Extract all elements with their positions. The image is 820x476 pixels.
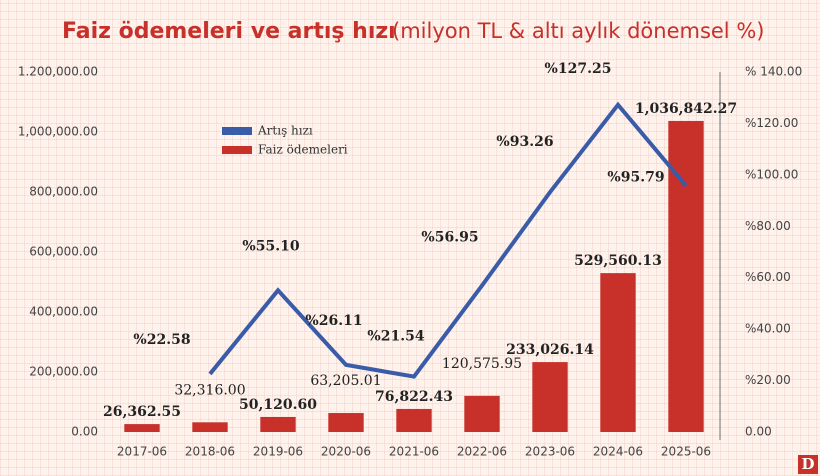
legend-swatch <box>222 127 252 135</box>
bar <box>328 413 364 432</box>
legend-swatch <box>222 146 252 154</box>
bar-value-label: 26,362.55 <box>103 404 181 420</box>
y2-tick-label: %60.00 <box>745 270 791 284</box>
y-tick-label: 800,000.00 <box>29 185 98 199</box>
bar <box>532 362 568 432</box>
x-tick-label: 2025-06 <box>661 445 711 459</box>
x-tick-label: 2020-06 <box>321 445 371 459</box>
bar-value-label: 32,316.00 <box>174 382 245 398</box>
bar-value-label: 1,036,842.27 <box>635 101 737 117</box>
bar <box>668 120 704 432</box>
y-tick-label: 0.00 <box>71 425 98 439</box>
bar-value-label: 529,560.13 <box>574 253 662 269</box>
x-tick-label: 2024-06 <box>593 445 643 459</box>
bar-value-label: 120,575.95 <box>442 356 522 372</box>
line <box>208 101 688 379</box>
x-tick-label: 2023-06 <box>525 445 575 459</box>
logo-box <box>798 455 818 474</box>
legend-label: Faiz ödemeleri <box>258 143 348 157</box>
line-value-label: %95.79 <box>607 170 664 186</box>
line-value-label: %56.95 <box>421 230 478 246</box>
y2-tick-label: %120.00 <box>745 116 798 130</box>
line-value-label: %93.26 <box>496 134 553 150</box>
bar <box>192 422 228 432</box>
line-value-label: %55.10 <box>242 238 299 254</box>
y-tick-label: 1.200,000.00 <box>18 65 98 79</box>
bar <box>464 395 500 432</box>
line-value-label: %22.58 <box>133 332 190 348</box>
x-tick-label: 2018-06 <box>185 445 235 459</box>
y2-tick-label: %20.00 <box>745 373 791 387</box>
bar-value-label: 50,120.60 <box>239 397 317 413</box>
y2-tick-label: %100.00 <box>745 167 798 181</box>
line-value-label: %26.11 <box>305 313 362 329</box>
bar <box>260 416 296 432</box>
y-tick-label: 200,000.00 <box>29 365 98 379</box>
y2-tick-label: %80.00 <box>745 219 791 233</box>
chart-title: Faiz ödemeleri ve artış hızı <box>62 19 396 44</box>
x-tick-label: 2017-06 <box>117 445 167 459</box>
y2-tick-label: % 140.00 <box>745 65 802 79</box>
logo: D <box>801 455 814 473</box>
bar <box>124 424 160 432</box>
bar <box>600 273 636 432</box>
x-tick-label: 2019-06 <box>253 445 303 459</box>
y-tick-label: 600,000.00 <box>29 245 98 259</box>
line-value-label: %127.25 <box>545 61 612 77</box>
line-value-label: %21.54 <box>367 329 424 345</box>
chart-subtitle: (milyon TL & altı aylık dönemsel %) <box>392 19 764 43</box>
bar-value-label: 76,822.43 <box>375 389 453 405</box>
y2-tick-label: 0.00 <box>745 425 772 439</box>
bar-value-label: 63,205.01 <box>310 373 381 389</box>
bar-value-label: 233,026.14 <box>506 342 594 358</box>
legend-label: Artış hızı <box>257 124 313 138</box>
y-tick-label: 400,000.00 <box>29 305 98 319</box>
y2-tick-label: %40.00 <box>745 322 791 336</box>
x-tick-label: 2022-06 <box>457 445 507 459</box>
y-tick-label: 1,000,000.00 <box>18 125 98 139</box>
x-tick-label: 2021-06 <box>389 445 439 459</box>
bar <box>396 408 432 432</box>
